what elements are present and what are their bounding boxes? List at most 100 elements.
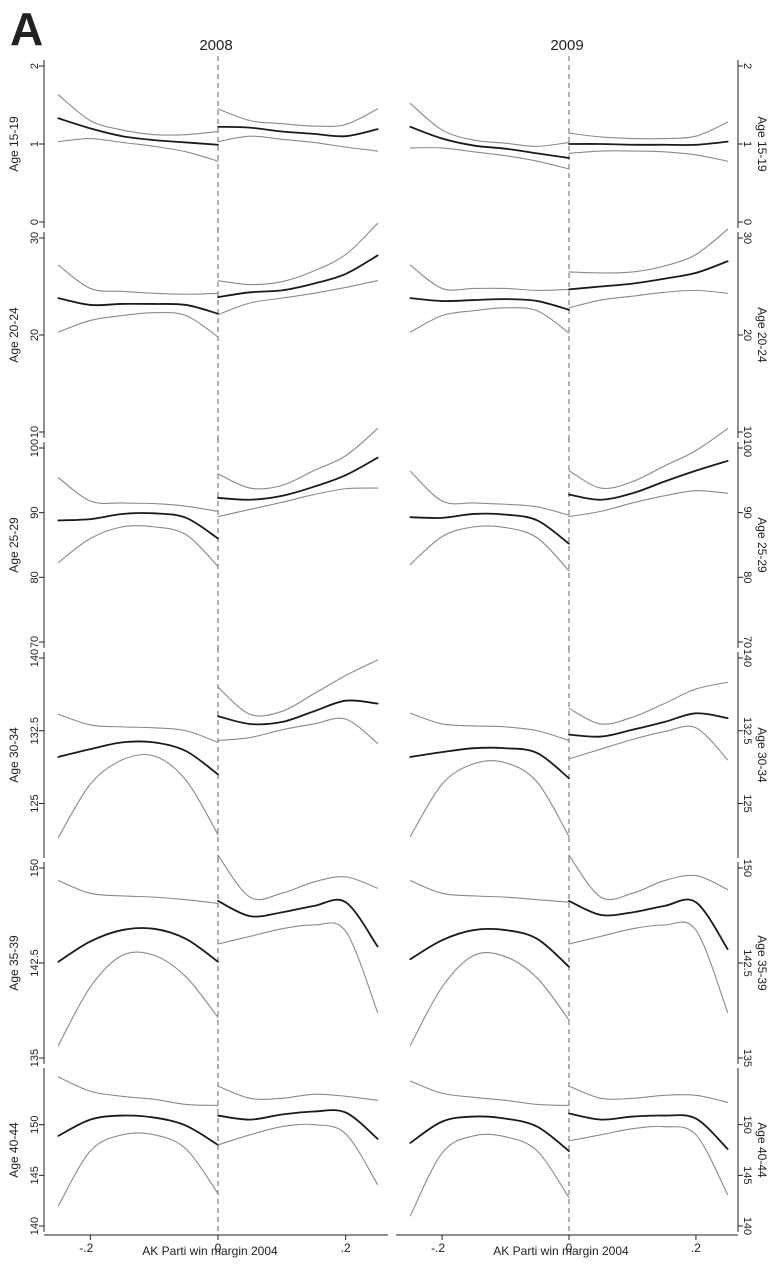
mean-line-left xyxy=(57,1114,219,1146)
y-tick-label: 2 xyxy=(29,63,41,69)
x-tick-label: 0 xyxy=(215,1241,222,1255)
x-axis-title: AK Parti win margin 2004 xyxy=(493,1244,629,1258)
mean-line-left xyxy=(409,1115,570,1152)
y-tick-label: 100 xyxy=(741,439,753,457)
ci-lower-line-right xyxy=(568,1125,729,1196)
panel-row2-col1: 10 20 30 Age 20-24 xyxy=(7,222,379,442)
y-tick-label: 150 xyxy=(741,859,753,877)
ci-upper-line-left xyxy=(57,713,219,743)
ci-upper-line-left xyxy=(57,264,219,295)
ci-upper-line-left xyxy=(57,1076,219,1106)
ci-upper-line-left xyxy=(409,470,570,516)
y-tick-label: 125 xyxy=(29,794,41,812)
y-tick-label: 142.5 xyxy=(741,949,753,977)
mean-line-right xyxy=(568,898,729,950)
ci-upper-line-right xyxy=(217,659,379,717)
x-tick-label: 0 xyxy=(566,1241,573,1255)
y-axis-title: Age 40-44 xyxy=(755,1122,769,1178)
y-tick-label: 100 xyxy=(29,439,41,457)
y-axis-title: Age 40-44 xyxy=(7,1122,21,1178)
y-axis-title: Age 20-24 xyxy=(755,307,769,363)
ci-upper-line-right xyxy=(568,681,729,725)
y-tick-label: 125 xyxy=(741,794,753,812)
y-tick-label: 2 xyxy=(741,63,753,69)
y-tick-label: 145 xyxy=(29,1166,41,1184)
y-tick-label: 10 xyxy=(741,426,753,438)
ci-upper-line-left xyxy=(409,1080,570,1106)
y-axis-title: Age 30-34 xyxy=(755,727,769,783)
ci-upper-line-left xyxy=(409,264,570,291)
y-tick-label: 70 xyxy=(741,636,753,648)
y-tick-label: 150 xyxy=(29,1115,41,1133)
mean-line-right xyxy=(217,456,379,501)
ci-upper-line-left xyxy=(409,880,570,903)
mean-line-right xyxy=(217,125,379,138)
x-tick-label: -.2 xyxy=(431,1241,445,1255)
column-title-2008: 2008 xyxy=(199,37,232,54)
y-axis-title: Age 15-19 xyxy=(755,116,769,172)
ci-lower-line-left xyxy=(409,952,570,1046)
mean-line-right xyxy=(568,712,729,738)
panel-row1-col1: 0 1 2 Age 15-19 xyxy=(7,56,379,232)
ci-lower-line-left xyxy=(409,147,570,170)
ci-upper-line-left xyxy=(57,94,219,136)
ci-upper-line-left xyxy=(57,477,219,512)
y-tick-label: 140 xyxy=(29,649,41,667)
x-tick-label: .2 xyxy=(691,1241,701,1255)
x-axis-col1: -.2 0 .2 AK Parti win margin 2004 xyxy=(44,1234,388,1258)
y-tick-label: 150 xyxy=(741,1115,753,1133)
y-tick-label: 90 xyxy=(741,507,753,519)
x-axis-col2: -.2 0 .2 AK Parti win margin 2004 xyxy=(396,1234,738,1258)
panel-row4-col2: 125 132.5 140 Age 30-34 xyxy=(409,648,769,862)
ci-lower-line-left xyxy=(57,311,219,338)
ci-upper-line-right xyxy=(568,428,729,490)
column-title-2009: 2009 xyxy=(550,37,583,54)
y-tick-label: 135 xyxy=(29,1049,41,1067)
y-axis-title: Age 30-34 xyxy=(7,727,21,783)
mean-line-left xyxy=(409,125,570,159)
mean-line-left xyxy=(57,927,219,963)
ci-lower-line-right xyxy=(568,150,729,162)
y-tick-label: 132.5 xyxy=(29,717,41,745)
ci-upper-line-right xyxy=(217,108,379,127)
x-tick-label: -.2 xyxy=(79,1241,93,1255)
mean-line-left xyxy=(57,740,219,776)
ci-lower-line-left xyxy=(409,1133,570,1217)
ci-upper-line-right xyxy=(568,121,729,140)
ci-lower-line-left xyxy=(57,137,219,162)
ci-lower-line-left xyxy=(409,307,570,334)
y-tick-label: 0 xyxy=(741,219,753,225)
ci-upper-line-right xyxy=(217,854,379,901)
y-tick-label: 140 xyxy=(741,1217,753,1235)
ci-lower-line-right xyxy=(568,725,729,761)
ci-lower-line-right xyxy=(217,487,379,518)
ci-lower-line-left xyxy=(409,525,570,572)
ci-upper-line-left xyxy=(409,712,570,741)
ci-lower-line-right xyxy=(217,1123,379,1185)
panel-row1-col2: 0 1 2 Age 15-19 xyxy=(409,56,769,232)
mean-line-left xyxy=(409,512,570,545)
y-tick-label: 80 xyxy=(29,571,41,583)
ci-upper-line-right xyxy=(568,228,729,274)
x-axis-title: AK Parti win margin 2004 xyxy=(142,1244,278,1258)
y-tick-label: 140 xyxy=(741,649,753,667)
ci-lower-line-left xyxy=(409,760,570,838)
figure-panel-letter: A xyxy=(10,3,44,55)
y-axis-title: Age 20-24 xyxy=(7,307,21,363)
mean-line-right xyxy=(217,254,379,299)
ci-lower-line-right xyxy=(217,135,379,152)
y-axis-title: Age 35-39 xyxy=(755,935,769,991)
ci-lower-line-right xyxy=(217,717,379,744)
panel-row5-col1: 135 142.5 150 Age 35-39 xyxy=(7,854,379,1068)
ci-upper-line-right xyxy=(568,854,729,901)
y-tick-label: 80 xyxy=(741,571,753,583)
panel-row5-col2: 135 142.5 150 Age 35-39 xyxy=(409,854,769,1068)
mean-line-right xyxy=(217,1109,379,1140)
y-tick-label: 150 xyxy=(29,859,41,877)
y-tick-label: 20 xyxy=(29,329,41,341)
mean-line-right xyxy=(568,1112,729,1150)
y-axis-title: Age 25-29 xyxy=(7,517,21,573)
y-tick-label: 0 xyxy=(29,219,41,225)
panel-row6-col2: 140 145 150 Age 40-44 xyxy=(409,1064,769,1236)
